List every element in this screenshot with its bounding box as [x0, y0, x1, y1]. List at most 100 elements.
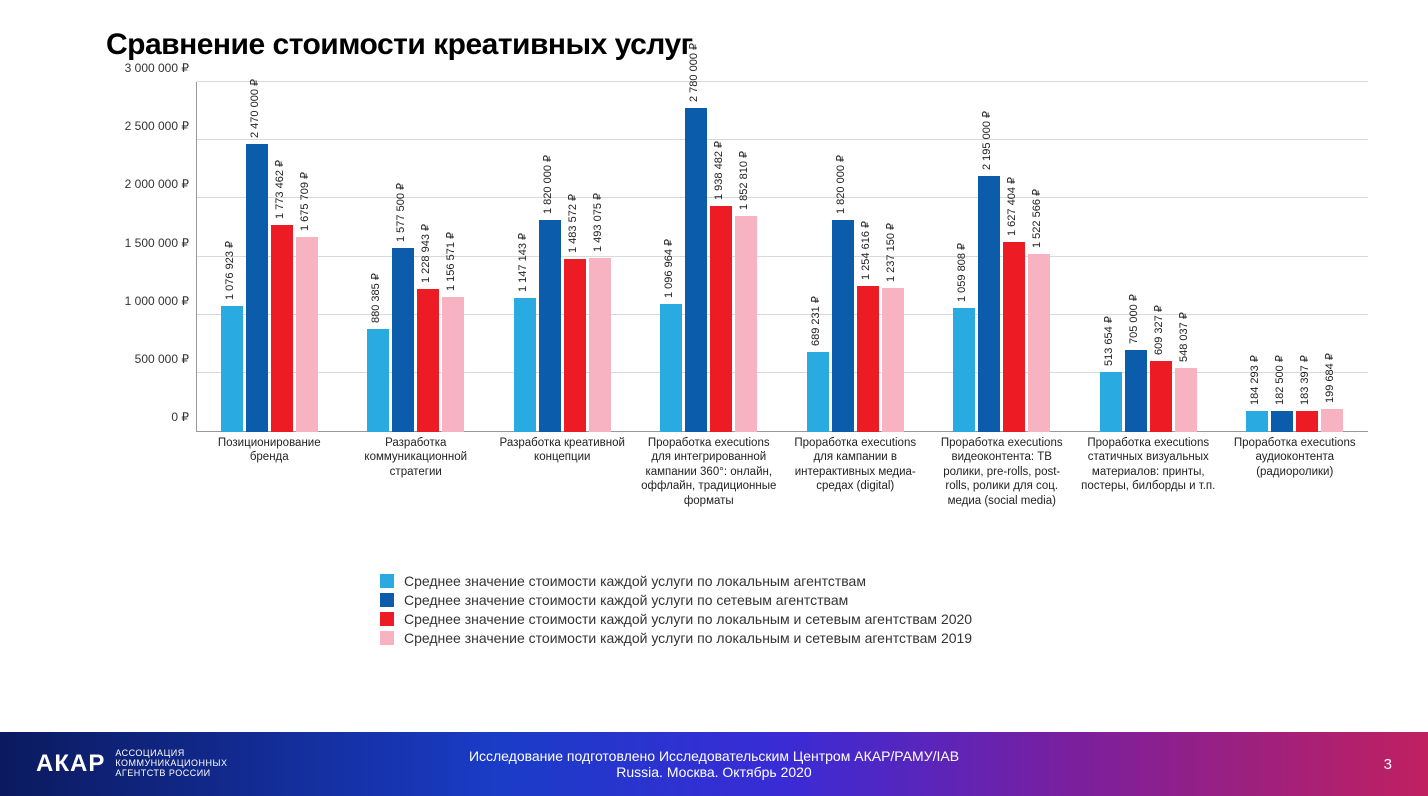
- bar: 1 228 943 ₽: [417, 289, 439, 432]
- bar: 880 385 ₽: [367, 329, 389, 432]
- x-category-label: Позиционирование бренда: [196, 432, 343, 562]
- bar: 1 156 571 ₽: [442, 297, 464, 432]
- bar-value-label: 1 522 566 ₽: [1030, 189, 1043, 248]
- bar-value-label: 1 820 000 ₽: [834, 155, 847, 214]
- bar-value-label: 2 195 000 ₽: [980, 111, 993, 170]
- bar: 199 684 ₽: [1321, 409, 1343, 432]
- bar: 513 654 ₽: [1100, 372, 1122, 432]
- bar: 1 522 566 ₽: [1028, 254, 1050, 432]
- x-category-label: Проработка executions статичных визуальн…: [1075, 432, 1222, 562]
- legend-swatch: [380, 593, 394, 607]
- legend-swatch: [380, 631, 394, 645]
- bar-value-label: 513 654 ₽: [1102, 316, 1115, 366]
- bar: 1 493 075 ₽: [589, 258, 611, 432]
- bar-value-label: 183 397 ₽: [1298, 355, 1311, 405]
- bar: 1 237 150 ₽: [882, 288, 904, 432]
- x-category-label: Разработка креативной концепции: [489, 432, 636, 562]
- legend-label: Среднее значение стоимости каждой услуги…: [404, 611, 972, 627]
- slide: Сравнение стоимости креативных услуг 0 ₽…: [0, 0, 1428, 796]
- bar-value-label: 1 096 964 ₽: [662, 239, 675, 298]
- legend-swatch: [380, 612, 394, 626]
- y-tick-label: 1 000 000 ₽: [97, 294, 189, 308]
- bar-value-label: 1 675 709 ₽: [298, 172, 311, 231]
- bar-value-label: 1 938 482 ₽: [712, 141, 725, 200]
- bar-group: 1 147 143 ₽1 820 000 ₽1 483 572 ₽1 493 0…: [489, 82, 636, 432]
- bar-value-label: 1 627 404 ₽: [1005, 177, 1018, 236]
- footer: АКАР АССОЦИАЦИЯ КОММУНИКАЦИОННЫХ АГЕНТСТ…: [0, 732, 1428, 796]
- bar-value-label: 199 684 ₽: [1323, 353, 1336, 403]
- footer-logo-sub-line: АССОЦИАЦИЯ: [115, 748, 184, 758]
- bar-groups: 1 076 923 ₽2 470 000 ₽1 773 462 ₽1 675 7…: [196, 82, 1368, 432]
- bar-value-label: 1 076 923 ₽: [223, 241, 236, 300]
- bar: 1 254 616 ₽: [857, 286, 879, 432]
- bar-value-label: 1 773 462 ₽: [273, 160, 286, 219]
- bar: 2 195 000 ₽: [978, 176, 1000, 432]
- bar-value-label: 609 327 ₽: [1152, 305, 1165, 355]
- bar: 2 470 000 ₽: [246, 144, 268, 432]
- bar-group: 513 654 ₽705 000 ₽609 327 ₽548 037 ₽: [1075, 82, 1222, 432]
- legend-label: Среднее значение стоимости каждой услуги…: [404, 630, 972, 646]
- bar: 1 820 000 ₽: [832, 220, 854, 432]
- legend-item: Среднее значение стоимости каждой услуги…: [380, 573, 1428, 589]
- page-number: 3: [1384, 756, 1392, 773]
- x-category-label: Проработка executions для кампании в инт…: [782, 432, 929, 562]
- bar: 184 293 ₽: [1246, 411, 1268, 433]
- bar-value-label: 184 293 ₽: [1248, 355, 1261, 405]
- bar-group: 689 231 ₽1 820 000 ₽1 254 616 ₽1 237 150…: [782, 82, 929, 432]
- legend-swatch: [380, 574, 394, 588]
- bar-value-label: 705 000 ₽: [1127, 294, 1140, 344]
- bar-value-label: 689 231 ₽: [809, 296, 822, 346]
- legend-item: Среднее значение стоимости каждой услуги…: [380, 592, 1428, 608]
- bar-value-label: 548 037 ₽: [1177, 312, 1190, 362]
- bar-group: 1 076 923 ₽2 470 000 ₽1 773 462 ₽1 675 7…: [196, 82, 343, 432]
- bar: 1 483 572 ₽: [564, 259, 586, 432]
- y-tick-label: 2 500 000 ₽: [97, 119, 189, 133]
- x-category-label: Разработка коммуникационной стратегии: [343, 432, 490, 562]
- bar-value-label: 1 493 075 ₽: [591, 193, 604, 252]
- bar: 1 852 810 ₽: [735, 216, 757, 432]
- bar: 1 577 500 ₽: [392, 248, 414, 432]
- bar: 548 037 ₽: [1175, 368, 1197, 432]
- bar-value-label: 880 385 ₽: [369, 273, 382, 323]
- bar-value-label: 1 156 571 ₽: [444, 232, 457, 291]
- bar: 2 780 000 ₽: [685, 108, 707, 432]
- bar: 1 096 964 ₽: [660, 304, 682, 432]
- legend-item: Среднее значение стоимости каждой услуги…: [380, 630, 1428, 646]
- x-category-label: Проработка executions аудиоконтента (рад…: [1222, 432, 1369, 562]
- bar: 1 938 482 ₽: [710, 206, 732, 432]
- page-title: Сравнение стоимости креативных услуг: [0, 0, 1428, 70]
- footer-logo-sub-line: КОММУНИКАЦИОННЫХ: [115, 758, 227, 768]
- footer-logo: АКАР: [36, 750, 105, 778]
- bar-value-label: 1 483 572 ₽: [566, 194, 579, 253]
- bar: 1 773 462 ₽: [271, 225, 293, 432]
- bar: 1 820 000 ₽: [539, 220, 561, 432]
- chart: 0 ₽500 000 ₽1 000 000 ₽1 500 000 ₽2 000 …: [106, 82, 1368, 562]
- bar-value-label: 2 470 000 ₽: [248, 79, 261, 138]
- bar-group: 1 096 964 ₽2 780 000 ₽1 938 482 ₽1 852 8…: [636, 82, 783, 432]
- bar-value-label: 2 780 000 ₽: [687, 43, 700, 102]
- bar: 1 627 404 ₽: [1003, 242, 1025, 432]
- bar-value-label: 1 820 000 ₽: [541, 155, 554, 214]
- y-tick-label: 2 000 000 ₽: [97, 177, 189, 191]
- bar-value-label: 1 059 808 ₽: [955, 243, 968, 302]
- bar: 1 147 143 ₽: [514, 298, 536, 432]
- bar-value-label: 1 577 500 ₽: [394, 183, 407, 242]
- y-tick-label: 500 000 ₽: [97, 352, 189, 366]
- bar-value-label: 1 228 943 ₽: [419, 224, 432, 283]
- legend: Среднее значение стоимости каждой услуги…: [380, 570, 1428, 649]
- bar: 1 675 709 ₽: [296, 237, 318, 432]
- y-tick-label: 3 000 000 ₽: [97, 61, 189, 75]
- bar-group: 1 059 808 ₽2 195 000 ₽1 627 404 ₽1 522 5…: [929, 82, 1076, 432]
- bar-value-label: 1 254 616 ₽: [859, 221, 872, 280]
- legend-label: Среднее значение стоимости каждой услуги…: [404, 573, 866, 589]
- legend-label: Среднее значение стоимости каждой услуги…: [404, 592, 848, 608]
- footer-logo-subtitle: АССОЦИАЦИЯ КОММУНИКАЦИОННЫХ АГЕНТСТВ РОС…: [115, 749, 227, 779]
- bar: 689 231 ₽: [807, 352, 829, 432]
- bar-value-label: 1 237 150 ₽: [884, 223, 897, 282]
- bar: 182 500 ₽: [1271, 411, 1293, 432]
- footer-center-text: Исследование подготовлено Исследовательс…: [454, 748, 974, 780]
- x-category-label: Проработка executions для интегрированно…: [636, 432, 783, 562]
- bar-value-label: 1 147 143 ₽: [516, 233, 529, 292]
- bar: 609 327 ₽: [1150, 361, 1172, 432]
- bar-value-label: 1 852 810 ₽: [737, 151, 750, 210]
